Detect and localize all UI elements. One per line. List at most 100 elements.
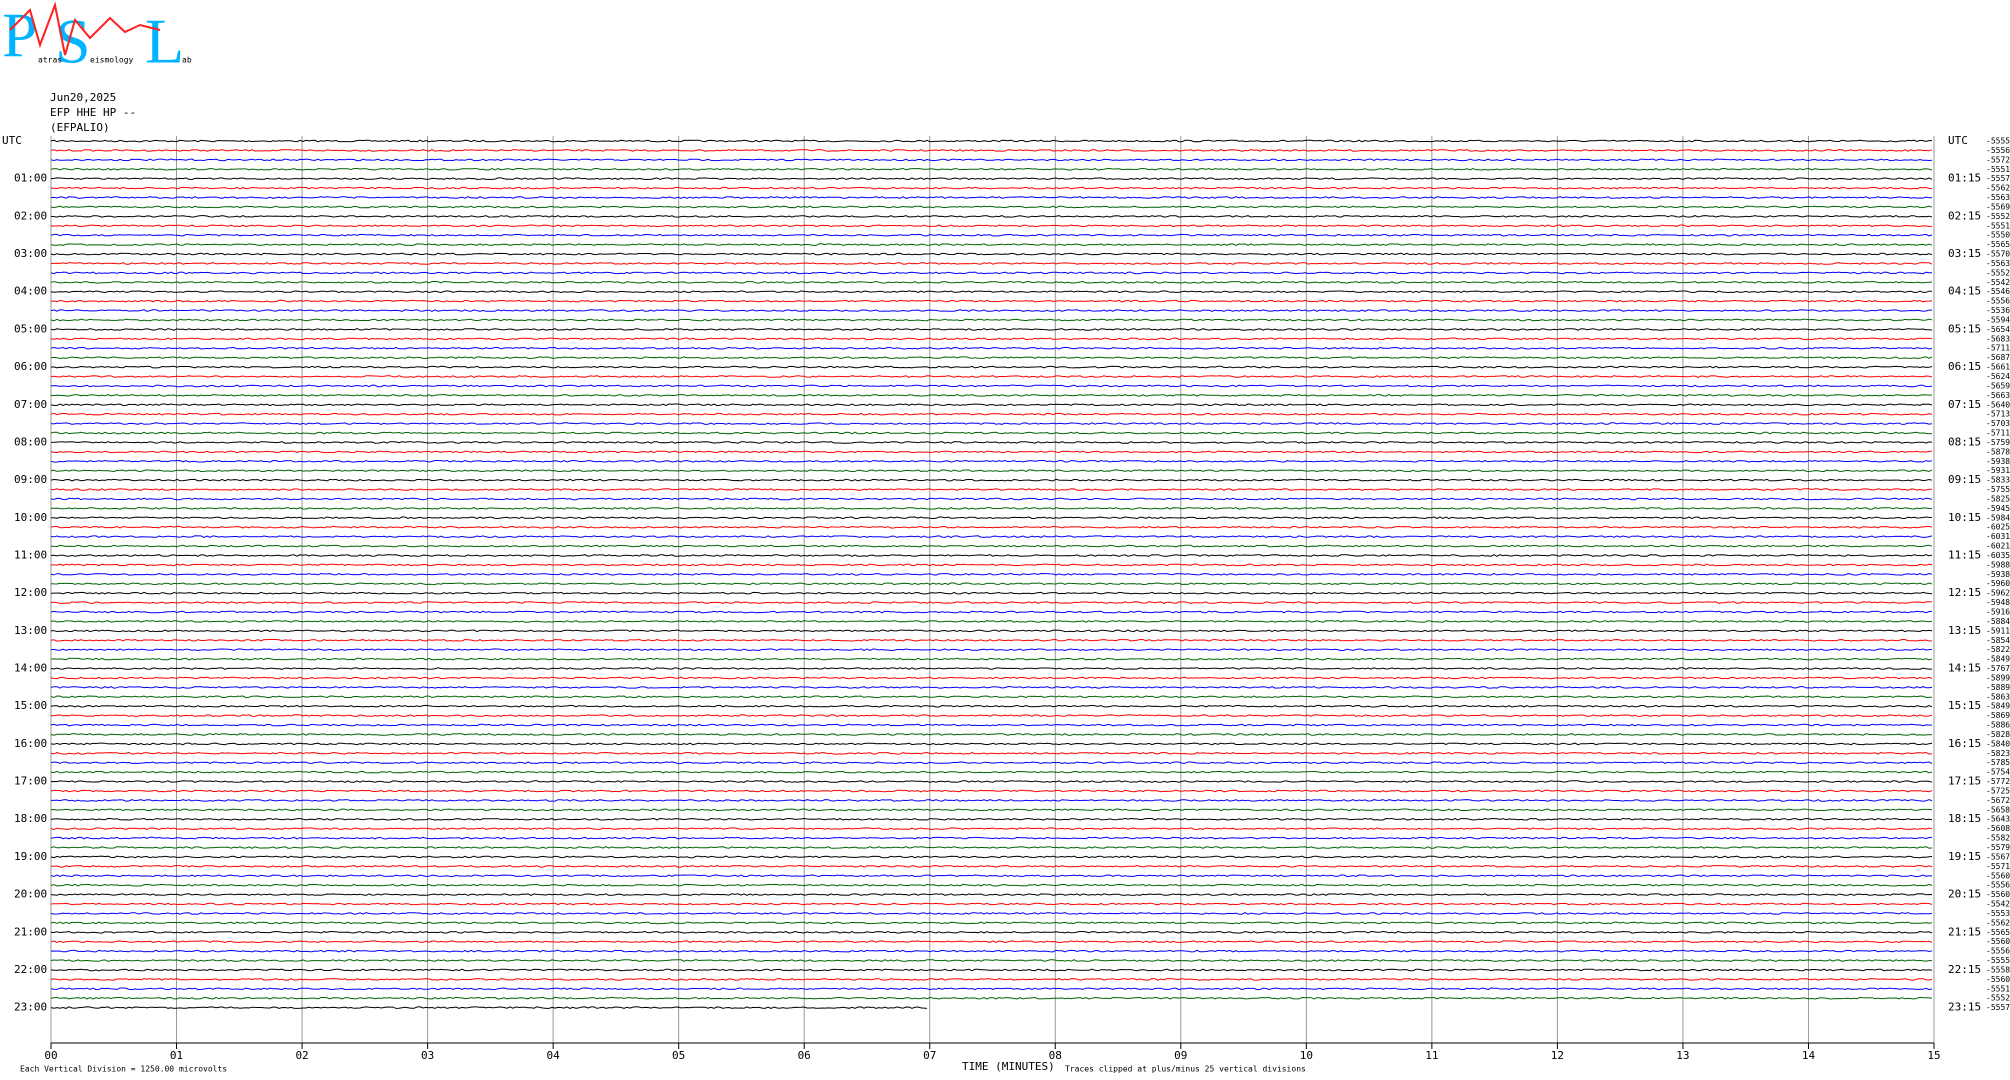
- hour-label-right: 12:15: [1948, 586, 1981, 599]
- hour-label-right: 13:15: [1948, 624, 1981, 637]
- trace: [50, 808, 1933, 812]
- logo-sub: atras: [38, 56, 62, 65]
- trace: [50, 215, 1933, 218]
- x-tick-label: 05: [672, 1049, 685, 1062]
- offset-label: -5536: [1986, 306, 2010, 315]
- logo-wave: [9, 1, 161, 56]
- trace: [50, 149, 1933, 152]
- offset-label: -5552: [1986, 994, 2010, 1003]
- trace: [50, 893, 1933, 896]
- offset-label: -5552: [1986, 268, 2010, 277]
- offset-label: -5542: [1986, 900, 2010, 909]
- trace: [50, 167, 1933, 171]
- logo-letter: L: [145, 6, 184, 77]
- offset-label: -5759: [1986, 438, 2010, 447]
- trace: [50, 431, 1933, 435]
- trace: [50, 949, 1933, 953]
- hour-label-left: 18:00: [14, 812, 47, 825]
- hour-label-left: 22:00: [14, 963, 47, 976]
- offset-label: -5594: [1986, 315, 2010, 324]
- trace: [50, 525, 1933, 529]
- hour-label-left: 20:00: [14, 888, 47, 901]
- offset-label: -5725: [1986, 786, 2010, 795]
- offset-label: -5567: [1986, 852, 2010, 861]
- trace: [50, 299, 1933, 303]
- trace: [50, 572, 1933, 576]
- offset-label: -5683: [1986, 334, 2010, 343]
- hour-label-left: 15:00: [14, 699, 47, 712]
- trace: [50, 507, 1933, 510]
- offset-label: -5886: [1986, 721, 2010, 730]
- x-tick-label: 14: [1802, 1049, 1816, 1062]
- hour-label-right: 19:15: [1948, 850, 1981, 863]
- trace: [50, 817, 1933, 821]
- hour-label-left: 07:00: [14, 398, 47, 411]
- offset-label: -5571: [1986, 862, 2010, 871]
- offset-label: -5663: [1986, 391, 2010, 400]
- hour-label-right: 15:15: [1948, 699, 1981, 712]
- trace: [50, 667, 1932, 670]
- offset-label: -5703: [1986, 419, 2010, 428]
- offset-label: -5661: [1986, 363, 2010, 372]
- x-axis-title: TIME (MINUTES): [962, 1060, 1055, 1073]
- trace: [50, 996, 1933, 1000]
- hour-label-right: 01:15: [1948, 172, 1981, 185]
- hour-label-right: 05:15: [1948, 322, 1981, 335]
- trace: [50, 657, 1933, 661]
- hour-label-right: 18:15: [1948, 812, 1981, 825]
- offset-label: -5833: [1986, 476, 2010, 485]
- hour-label-left: 19:00: [14, 850, 47, 863]
- hour-label-left: 21:00: [14, 925, 47, 938]
- offset-label: -5931: [1986, 466, 2010, 475]
- offset-label: -5579: [1986, 843, 2010, 852]
- hour-label-right: UTC: [1948, 134, 1968, 147]
- offset-label: -5555: [1986, 137, 2010, 146]
- offset-label: -5785: [1986, 758, 2010, 767]
- trace: [50, 158, 1933, 162]
- offset-label: -5938: [1986, 457, 2010, 466]
- offset-label: -5560: [1986, 975, 2010, 984]
- hour-label-left: 08:00: [14, 435, 47, 448]
- trace: [50, 582, 1933, 586]
- trace: [50, 827, 1933, 831]
- hour-label-right: 16:15: [1948, 737, 1981, 750]
- trace: [50, 271, 1933, 275]
- trace: [50, 535, 1933, 538]
- trace: [50, 930, 1933, 934]
- offset-label: -5687: [1986, 353, 2010, 362]
- offset-label: -5938: [1986, 570, 2010, 579]
- offset-label: -5643: [1986, 815, 2010, 824]
- trace: [50, 488, 1932, 491]
- trace: [50, 441, 1933, 444]
- offset-label: -5582: [1986, 834, 2010, 843]
- x-tick-label: 15: [1927, 1049, 1940, 1062]
- offset-label: -5755: [1986, 485, 2010, 494]
- trace: [50, 940, 1933, 944]
- offset-label: -5825: [1986, 494, 2010, 503]
- offset-label: -5863: [1986, 692, 2010, 701]
- trace: [50, 770, 1933, 774]
- trace: [50, 883, 1933, 887]
- offset-label: -5916: [1986, 608, 2010, 617]
- trace: [50, 243, 1933, 246]
- trace: [50, 478, 1933, 482]
- hour-label-left: 02:00: [14, 209, 47, 222]
- trace: [51, 563, 1933, 567]
- offset-label: -5984: [1986, 513, 2010, 522]
- x-tick-label: 06: [798, 1049, 811, 1062]
- trace: [50, 733, 1933, 736]
- trace: [50, 704, 1933, 708]
- offset-label: -5711: [1986, 344, 2010, 353]
- trace: [50, 328, 1933, 331]
- offset-label: -5624: [1986, 372, 2010, 381]
- offset-label: -5945: [1986, 504, 2010, 513]
- trace: [50, 365, 1933, 369]
- offset-label: -5550: [1986, 231, 2010, 240]
- trace: [50, 714, 1933, 717]
- hour-label-right: 02:15: [1948, 209, 1981, 222]
- offset-label: -5551: [1986, 221, 2010, 230]
- hour-label-right: 11:15: [1948, 548, 1981, 561]
- x-tick-label: 07: [923, 1049, 936, 1062]
- hour-label-right: 20:15: [1948, 888, 1981, 901]
- offset-label: -5542: [1986, 278, 2010, 287]
